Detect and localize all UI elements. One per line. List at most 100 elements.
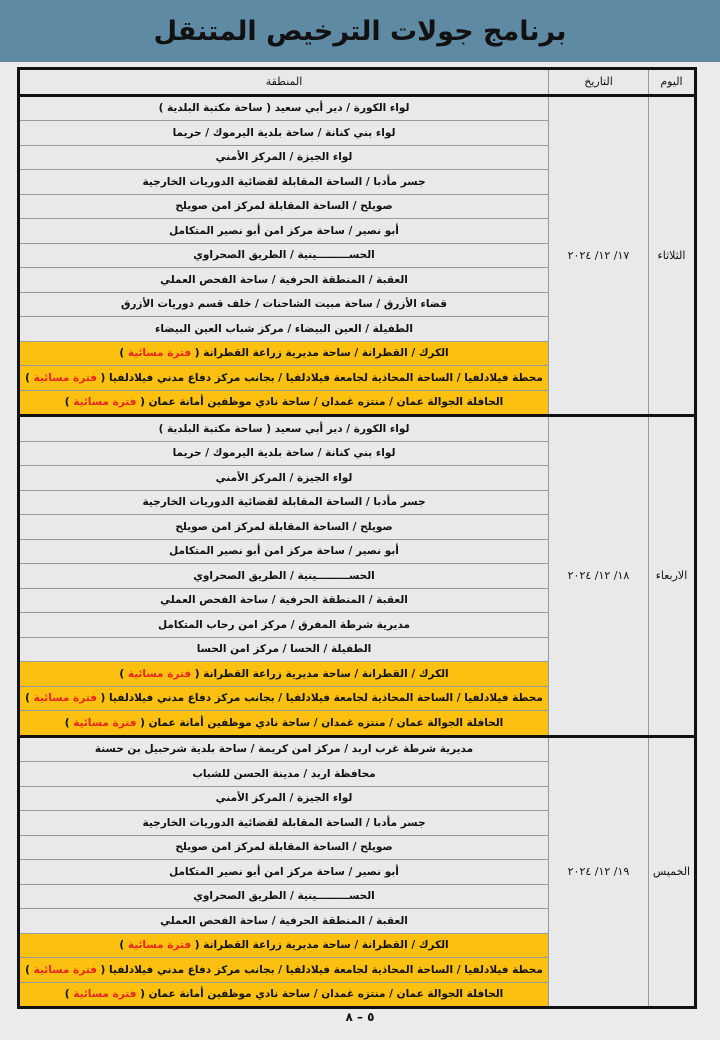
- region-cell: العقبة / المنطقة الحرفية / ساحة الفحص ال…: [18, 908, 549, 934]
- table-row: الكرك / القطرانة / ساحة مديرية زراعة الق…: [18, 340, 696, 366]
- region-text: الحافلة الجوالة عمان / منتزه غمدان / ساح…: [148, 396, 504, 409]
- region-cell: الكرك / القطرانة / ساحة مديرية زراعة الق…: [18, 661, 549, 687]
- region-text: العقبة / المنطقة الحرفية / ساحة الفحص ال…: [160, 914, 408, 927]
- region-text: الكرك / القطرانة / ساحة مديرية زراعة الق…: [203, 939, 449, 952]
- region-text: جسر مأدبا / الساحة المقابلة لقضائية الدو…: [142, 496, 426, 509]
- region-cell: قضاء الأزرق / ساحة مبيت الشاحنات / خلف ق…: [18, 291, 549, 317]
- table-row: الكرك / القطرانة / ساحة مديرية زراعة الق…: [18, 661, 696, 687]
- region-cell: الكرك / القطرانة / ساحة مديرية زراعة الق…: [18, 340, 549, 366]
- region-text: العقبة / المنطقة الحرفية / ساحة الفحص ال…: [160, 594, 408, 607]
- table-row: أبو نصير / ساحة مركز امن أبو نصير المتكا…: [18, 859, 696, 885]
- day-cell: الاربعاء: [648, 414, 696, 738]
- region-text: الكرك / القطرانة / ساحة مديرية زراعة الق…: [203, 667, 449, 680]
- region-text: العقبة / المنطقة الحرفية / ساحة الفحص ال…: [160, 273, 408, 286]
- date-cell: ١٧/ ١٢/ ٢٠٢٤: [548, 93, 649, 417]
- header-day: اليوم: [648, 68, 696, 96]
- table-row: محافظة اربد / مدينة الحسن للشباب: [18, 761, 696, 787]
- region-cell: جسر مأدبا / الساحة المقابلة لقضائية الدو…: [18, 489, 549, 515]
- table-row: محطة فيلادلفيا / الساحة المحاذية لجامعة …: [18, 685, 696, 711]
- table-row: قضاء الأزرق / ساحة مبيت الشاحنات / خلف ق…: [18, 291, 696, 317]
- region-text: صويلح / الساحة المقابلة لمركز امن صويلح: [175, 841, 393, 854]
- region-text: صويلح / الساحة المقابلة لمركز امن صويلح: [175, 520, 393, 533]
- region-text: أبو نصير / ساحة مركز امن أبو نصير المتكا…: [169, 224, 399, 237]
- evening-note: فترة مسائية: [33, 371, 97, 384]
- region-cell: لواء بني كنانة / ساحة بلدية اليرموك / حر…: [18, 120, 549, 146]
- schedule-table: اليوم التاريخ المنطقة الثلاثاء ١٧/ ١٢/ ٢٠…: [17, 67, 697, 1009]
- region-text: أبو نصير / ساحة مركز امن أبو نصير المتكا…: [169, 865, 399, 878]
- table-row: الطفيلة / الحسا / مركز امن الحسا: [18, 636, 696, 662]
- table-row: الثلاثاء ١٧/ ١٢/ ٢٠٢٤ لواء الكورة / دير أب…: [18, 93, 696, 417]
- table-row: الحســـــــــينية / الطريق الصحراوي: [18, 563, 696, 589]
- region-cell: الطفيلة / العين البيضاء / مركز شباب العي…: [18, 316, 549, 342]
- table-row: لواء الجيزة / المركز الأمني: [18, 785, 696, 811]
- evening-note: فترة مسائية: [33, 692, 97, 705]
- region-text: مديرية شرطة غرب اربد / مركز امن كريمة / …: [94, 743, 474, 756]
- evening-note: فترة مسائية: [33, 963, 97, 976]
- region-cell: أبو نصير / ساحة مركز امن أبو نصير المتكا…: [18, 859, 549, 885]
- region-text: لواء الكورة / دير أبي سعيد ( ساحة مكتبة …: [158, 422, 410, 435]
- header-region: المنطقة: [18, 68, 549, 96]
- table-row: لواء بني كنانة / ساحة بلدية اليرموك / حر…: [18, 120, 696, 146]
- region-text: الحســـــــــينية / الطريق الصحراوي: [193, 890, 375, 903]
- region-cell: لواء الكورة / دير أبي سعيد ( ساحة مكتبة …: [18, 414, 549, 442]
- region-text: أبو نصير / ساحة مركز امن أبو نصير المتكا…: [169, 545, 399, 558]
- table-row: صويلح / الساحة المقابلة لمركز امن صويلح: [18, 193, 696, 219]
- region-cell: أبو نصير / ساحة مركز امن أبو نصير المتكا…: [18, 218, 549, 244]
- table-row: العقبة / المنطقة الحرفية / ساحة الفحص ال…: [18, 587, 696, 613]
- region-cell: الحســـــــــينية / الطريق الصحراوي: [18, 563, 549, 589]
- table-row: العقبة / المنطقة الحرفية / ساحة الفحص ال…: [18, 267, 696, 293]
- region-cell: لواء الكورة / دير أبي سعيد ( ساحة مكتبة …: [18, 93, 549, 121]
- region-cell: لواء بني كنانة / ساحة بلدية اليرموك / حر…: [18, 440, 549, 466]
- table-row: محطة فيلادلفيا / الساحة المحاذية لجامعة …: [18, 365, 696, 391]
- table-row: أبو نصير / ساحة مركز امن أبو نصير المتكا…: [18, 218, 696, 244]
- table-row: الحافلة الجوالة عمان / منتزه غمدان / ساح…: [18, 981, 696, 1008]
- evening-note: فترة مسائية: [127, 939, 192, 952]
- region-cell: العقبة / المنطقة الحرفية / ساحة الفحص ال…: [18, 267, 549, 293]
- region-text: الطفيلة / الحسا / مركز امن الحسا: [196, 643, 372, 656]
- page-number: ٥ – ٨: [345, 1010, 375, 1024]
- table-row: مديرية شرطة المفرق / مركز امن رحاب المتك…: [18, 612, 696, 638]
- table-row: الكرك / القطرانة / ساحة مديرية زراعة الق…: [18, 932, 696, 958]
- region-cell: مديرية شرطة غرب اربد / مركز امن كريمة / …: [18, 734, 549, 762]
- schedule-body: الثلاثاء ١٧/ ١٢/ ٢٠٢٤ لواء الكورة / دير أب…: [18, 93, 696, 1009]
- day-cell: الخميس: [648, 734, 696, 1009]
- table-header-row: اليوم التاريخ المنطقة: [18, 68, 696, 96]
- region-cell: محافظة اربد / مدينة الحسن للشباب: [18, 761, 549, 787]
- region-cell: محطة فيلادلفيا / الساحة المحاذية لجامعة …: [18, 685, 549, 711]
- page-title: برنامج جولات الترخيص المتنقل: [153, 15, 567, 47]
- header-date: التاريخ: [548, 68, 649, 96]
- region-cell: جسر مأدبا / الساحة المقابلة لقضائية الدو…: [18, 169, 549, 195]
- region-text: مديرية شرطة المفرق / مركز امن رحاب المتك…: [157, 618, 411, 631]
- date-cell: ١٨/ ١٢/ ٢٠٢٤: [548, 414, 649, 738]
- region-text: محافظة اربد / مدينة الحسن للشباب: [192, 767, 376, 780]
- region-text: جسر مأدبا / الساحة المقابلة لقضائية الدو…: [142, 175, 426, 188]
- region-text: لواء الكورة / دير أبي سعيد ( ساحة مكتبة …: [158, 102, 410, 115]
- region-cell: مديرية شرطة المفرق / مركز امن رحاب المتك…: [18, 612, 549, 638]
- date-cell: ١٩/ ١٢/ ٢٠٢٤: [548, 734, 649, 1009]
- evening-note: فترة مسائية: [127, 347, 192, 360]
- region-cell: الحســـــــــينية / الطريق الصحراوي: [18, 883, 549, 909]
- region-cell: أبو نصير / ساحة مركز امن أبو نصير المتكا…: [18, 538, 549, 564]
- region-text: صويلح / الساحة المقابلة لمركز امن صويلح: [175, 200, 393, 213]
- region-text: لواء الجيزة / المركز الأمني: [215, 151, 353, 164]
- evening-note: فترة مسائية: [73, 988, 137, 1001]
- table-row: الطفيلة / العين البيضاء / مركز شباب العي…: [18, 316, 696, 342]
- region-cell: لواء الجيزة / المركز الأمني: [18, 785, 549, 811]
- region-cell: الحافلة الجوالة عمان / منتزه غمدان / ساح…: [18, 981, 549, 1008]
- region-cell: محطة فيلادلفيا / الساحة المحاذية لجامعة …: [18, 957, 549, 983]
- region-text: محطة فيلادلفيا / الساحة المحاذية لجامعة …: [109, 692, 543, 705]
- table-row: محطة فيلادلفيا / الساحة المحاذية لجامعة …: [18, 957, 696, 983]
- region-text: الحســـــــــينية / الطريق الصحراوي: [193, 569, 375, 582]
- table-row: جسر مأدبا / الساحة المقابلة لقضائية الدو…: [18, 489, 696, 515]
- table-row: الخميس ١٩/ ١٢/ ٢٠٢٤ مديرية شرطة غرب اربد /…: [18, 734, 696, 1009]
- region-text: جسر مأدبا / الساحة المقابلة لقضائية الدو…: [142, 816, 426, 829]
- region-text: لواء الجيزة / المركز الأمني: [215, 471, 353, 484]
- table-row: الاربعاء ١٨/ ١٢/ ٢٠٢٤ لواء الكورة / دير أب…: [18, 414, 696, 738]
- region-text: الحافلة الجوالة عمان / منتزه غمدان / ساح…: [148, 716, 504, 729]
- day-cell: الثلاثاء: [648, 93, 696, 417]
- region-text: قضاء الأزرق / ساحة مبيت الشاحنات / خلف ق…: [120, 298, 447, 311]
- title-banner: برنامج جولات الترخيص المتنقل: [0, 0, 720, 62]
- region-text: الحافلة الجوالة عمان / منتزه غمدان / ساح…: [148, 988, 504, 1001]
- region-text: الحســـــــــينية / الطريق الصحراوي: [193, 249, 375, 262]
- region-cell: صويلح / الساحة المقابلة لمركز امن صويلح: [18, 193, 549, 219]
